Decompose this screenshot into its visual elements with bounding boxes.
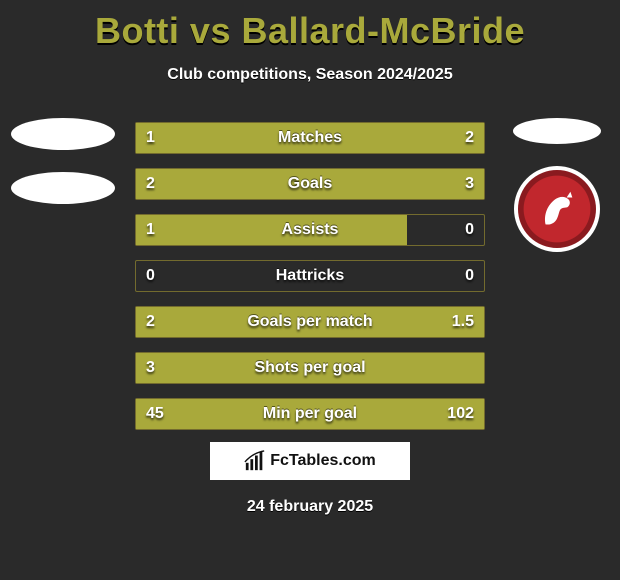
fctables-logo: FcTables.com [210,442,410,480]
bar-right-fill [244,399,484,429]
stat-row-hattricks: 0 0Hattricks [135,260,485,292]
right-club-badge-welling [514,166,600,252]
bar-left-fill [136,307,334,337]
bar-left-fill [136,215,407,245]
stat-right-value: 0 [465,221,474,239]
stat-left-value: 0 [146,267,155,285]
bars-growth-icon [244,450,266,472]
bar-right-fill [334,307,484,337]
footer-brand-text: FcTables.com [270,452,376,470]
stat-row-assists: 10Assists [135,214,485,246]
bar-right-fill [251,123,484,153]
bar-left-fill [136,353,484,383]
stat-right-value: 0 [465,267,474,285]
stat-row-goals-per-match: 21.5Goals per match [135,306,485,338]
bar-left-fill [136,169,275,199]
bar-left-fill [136,123,251,153]
left-club-logo-2 [11,172,115,204]
stats-bar-chart: 12Matches23Goals10Assists00Hattricks21.5… [135,122,485,444]
left-logo-column [8,118,118,226]
date-text: 24 february 2025 [0,498,620,516]
horse-icon [534,186,580,232]
right-club-logo-1 [513,118,601,144]
subtitle: Club competitions, Season 2024/2025 [0,66,620,84]
stat-row-min-per-goal: 45102Min per goal [135,398,485,430]
page-title: Botti vs Ballard-McBride [0,0,620,52]
stat-row-shots-per-goal: 3Shots per goal [135,352,485,384]
right-logo-column [502,118,612,252]
stat-label: Hattricks [136,267,484,285]
stat-row-matches: 12Matches [135,122,485,154]
stat-row-goals: 23Goals [135,168,485,200]
bar-left-fill [136,399,244,429]
left-club-logo-1 [11,118,115,150]
bar-right-fill [275,169,484,199]
